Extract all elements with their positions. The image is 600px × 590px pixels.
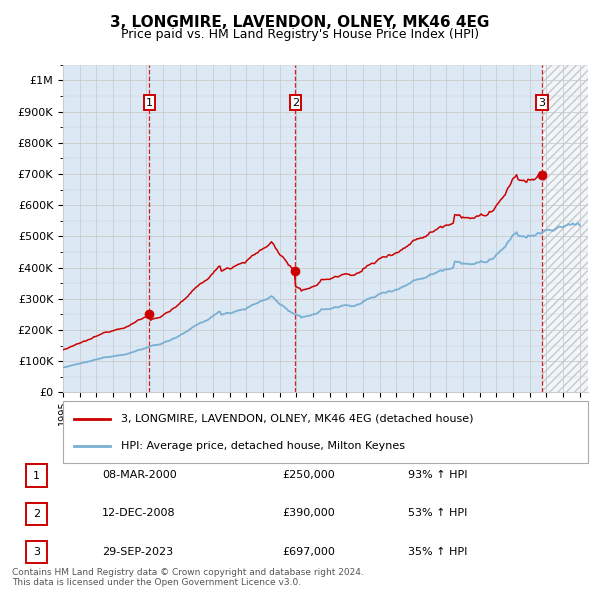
Bar <box>542 65 588 392</box>
Text: Contains HM Land Registry data © Crown copyright and database right 2024.
This d: Contains HM Land Registry data © Crown c… <box>12 568 364 587</box>
Text: 53% ↑ HPI: 53% ↑ HPI <box>408 509 467 518</box>
Text: HPI: Average price, detached house, Milton Keynes: HPI: Average price, detached house, Milt… <box>121 441 405 451</box>
Text: 1: 1 <box>33 471 40 480</box>
Text: 2: 2 <box>292 97 299 107</box>
Text: £390,000: £390,000 <box>282 509 335 518</box>
Text: Price paid vs. HM Land Registry's House Price Index (HPI): Price paid vs. HM Land Registry's House … <box>121 28 479 41</box>
FancyBboxPatch shape <box>26 464 47 487</box>
Text: 29-SEP-2023: 29-SEP-2023 <box>102 547 173 556</box>
FancyBboxPatch shape <box>26 541 47 563</box>
Text: 08-MAR-2000: 08-MAR-2000 <box>102 470 177 480</box>
Text: £250,000: £250,000 <box>282 470 335 480</box>
FancyBboxPatch shape <box>63 401 588 463</box>
Text: 3: 3 <box>538 97 545 107</box>
Text: 2: 2 <box>33 509 40 519</box>
Text: 93% ↑ HPI: 93% ↑ HPI <box>408 470 467 480</box>
Text: £697,000: £697,000 <box>282 547 335 556</box>
FancyBboxPatch shape <box>26 503 47 525</box>
Text: 12-DEC-2008: 12-DEC-2008 <box>102 509 176 518</box>
Text: 3: 3 <box>33 548 40 557</box>
Text: 3, LONGMIRE, LAVENDON, OLNEY, MK46 4EG: 3, LONGMIRE, LAVENDON, OLNEY, MK46 4EG <box>110 15 490 30</box>
Text: 3, LONGMIRE, LAVENDON, OLNEY, MK46 4EG (detached house): 3, LONGMIRE, LAVENDON, OLNEY, MK46 4EG (… <box>121 414 473 424</box>
Text: 35% ↑ HPI: 35% ↑ HPI <box>408 547 467 556</box>
Text: 1: 1 <box>146 97 153 107</box>
